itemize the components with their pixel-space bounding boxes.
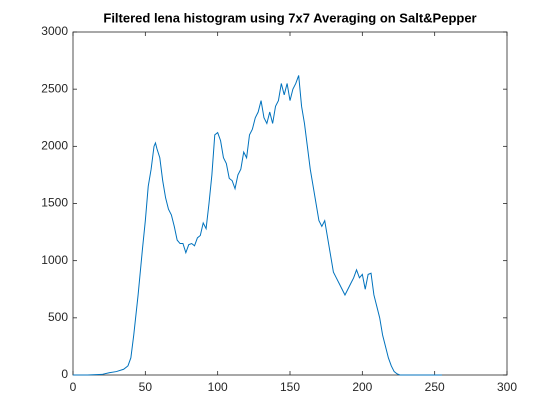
x-tick-label: 300	[497, 380, 517, 394]
data-line	[73, 75, 442, 376]
x-tick-label: 150	[280, 380, 300, 394]
x-tick-label: 250	[425, 380, 445, 394]
y-tick-label: 2500	[41, 81, 68, 95]
y-tick-label: 3000	[41, 24, 68, 38]
x-tick-label: 100	[208, 380, 228, 394]
x-tick-label: 0	[70, 380, 77, 394]
x-tick-label: 200	[352, 380, 372, 394]
x-tick-label: 50	[139, 380, 153, 394]
y-tick-label: 500	[48, 310, 68, 324]
y-tick-label: 0	[61, 367, 68, 381]
y-tick-label: 1000	[41, 253, 68, 267]
y-tick-label: 2000	[41, 139, 68, 153]
y-tick-label: 1500	[41, 196, 68, 210]
chart-title: Filtered lena histogram using 7x7 Averag…	[103, 10, 476, 25]
